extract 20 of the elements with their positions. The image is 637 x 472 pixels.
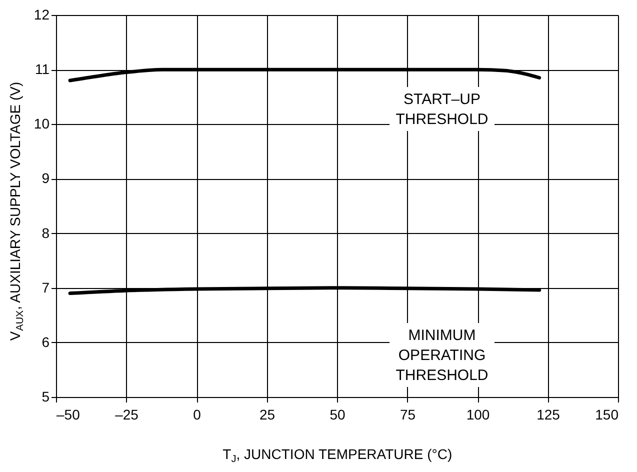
- y-axis-title: VAUX, AUXILIARY SUPPLY VOLTAGE (V): [7, 82, 26, 341]
- x-tick-label: 50: [330, 406, 346, 422]
- y-tick-label: 6: [42, 334, 50, 350]
- x-tick-label: 0: [193, 406, 202, 422]
- y-tick-label: 5: [42, 388, 50, 404]
- x-tick-label: 125: [536, 406, 560, 422]
- y-tick-label: 7: [42, 279, 50, 296]
- y-tick-label: 8: [42, 224, 50, 241]
- x-tick-label: 150: [595, 406, 619, 422]
- text: MINIMUM OPERATING THRESHOLD: [396, 327, 488, 384]
- x-tick-label: –50: [56, 406, 80, 422]
- y-tick-label: 9: [42, 170, 50, 186]
- x-tick-label: 25: [259, 406, 276, 422]
- x-tick-label: 100: [466, 406, 490, 422]
- y-tick-label: 12: [34, 6, 50, 22]
- series-label: START–UP THRESHOLD: [396, 91, 488, 128]
- x-tick-label: –25: [115, 406, 139, 422]
- y-tick-label: 11: [34, 61, 50, 78]
- x-tick-label: 75: [400, 406, 416, 422]
- y-tick-label: 10: [34, 116, 50, 132]
